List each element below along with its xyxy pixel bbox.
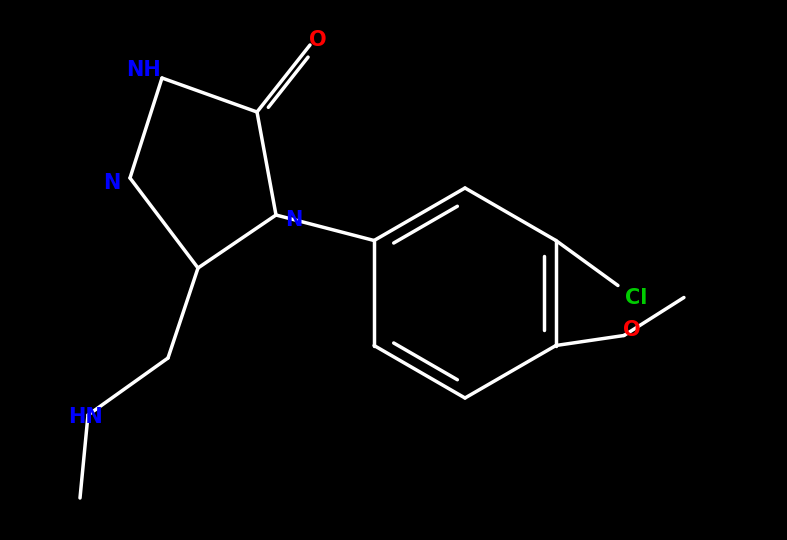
Text: Cl: Cl [625, 287, 647, 307]
Text: NH: NH [127, 60, 161, 80]
Text: HN: HN [68, 407, 103, 427]
Text: N: N [286, 210, 303, 230]
Text: O: O [309, 30, 327, 50]
Text: N: N [103, 173, 120, 193]
Text: O: O [623, 321, 641, 341]
